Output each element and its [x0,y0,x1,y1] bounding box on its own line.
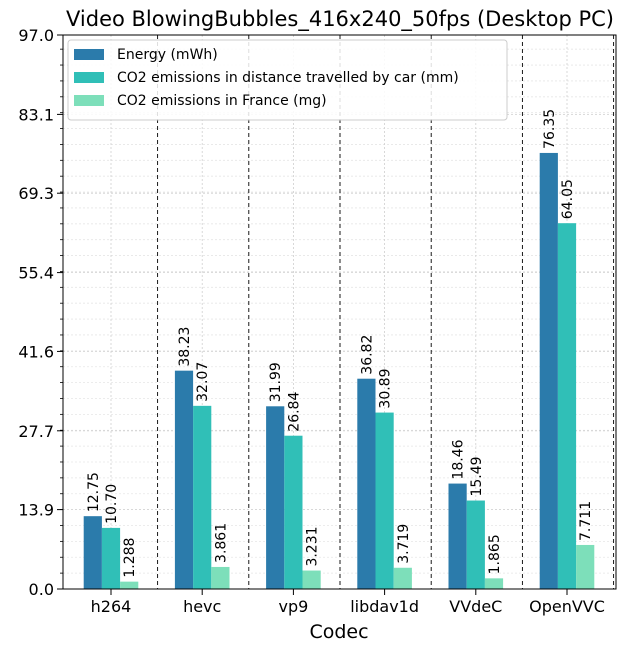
x-tick-label: h264 [91,597,132,616]
bar-value-label: 15.49 [469,456,485,496]
bar-value-label: 32.07 [195,362,211,402]
y-tick-label: 69.3 [18,184,54,203]
bars [83,152,595,589]
bar [393,567,412,589]
bar [83,516,102,589]
bar [484,578,504,589]
bar [174,370,194,589]
bar-value-label: 64.05 [560,179,576,219]
y-tick-label: 97.0 [18,26,54,45]
bar-value-label: 3.861 [213,523,229,563]
y-tick-label: 55.4 [18,264,54,283]
bar-value-label: 38.23 [177,327,193,367]
bar-value-label: 1.865 [487,534,503,574]
bar-value-label: 76.35 [542,109,558,149]
bar [211,566,230,589]
bar [557,223,577,589]
legend-swatch [74,49,104,60]
bar [101,527,121,589]
bar-value-label: 1.288 [122,538,138,578]
bar [539,152,558,589]
bar-value-label: 7.711 [578,501,594,541]
chart-title: Video BlowingBubbles_416x240_50fps (Desk… [66,7,614,32]
bar [302,570,321,589]
legend-swatch [74,72,104,83]
legend-label: CO2 emissions in distance travelled by c… [117,70,459,86]
bar-value-label: 12.75 [86,472,102,512]
bar-value-label: 30.89 [378,368,394,408]
legend-label: Energy (mWh) [117,47,218,63]
bar [448,483,467,589]
x-axis-ticks: h264 hevc vp9 libdav1d VVdeC OpenVVC [91,589,605,616]
bar [576,544,595,589]
category-separators [157,35,615,589]
bar-value-label: 3.231 [305,526,321,566]
plot-area-frame [62,34,617,590]
y-tick-label: 83.1 [18,105,54,124]
bar-value-label: 26.84 [286,392,302,432]
bar-value-label: 10.70 [104,484,120,524]
y-axis-ticks: 0.0 13.9 27.7 41.6 55.4 69.3 83.1 97.0 [18,26,63,599]
x-tick-label: vp9 [278,597,308,616]
bar [284,435,303,589]
y-tick-label: 27.7 [18,422,54,441]
x-tick-label: libdav1d [350,597,419,616]
bar-value-label: 36.82 [359,335,375,375]
bar-value-labels: 12.75 38.23 31.99 36.82 18.46 76.35 10.70 32.07… [86,109,594,578]
bar [266,406,285,589]
legend-swatch [74,95,104,106]
bar-value-label: 18.46 [451,439,467,479]
bar [466,500,485,589]
bar-value-label: 31.99 [268,362,284,402]
legend: Energy (mWh) CO2 emissions in distance tr… [67,39,508,121]
x-axis-title: Codec [309,621,368,643]
x-tick-label: VVdeC [449,597,502,616]
bar [193,405,212,589]
bar-value-label: 3.719 [396,524,412,564]
x-tick-label: OpenVVC [529,597,605,616]
legend-entries: Energy (mWh) CO2 emissions in distance tr… [74,47,459,109]
bar [357,378,376,589]
legend-box [67,39,508,121]
bar [375,412,394,589]
bar [120,581,139,589]
y-tick-label: 13.9 [18,501,54,520]
y-tick-label: 0.0 [29,580,54,599]
x-tick-label: hevc [183,597,221,616]
legend-label: CO2 emissions in France (mg) [117,93,327,109]
y-tick-label: 41.6 [18,342,54,361]
